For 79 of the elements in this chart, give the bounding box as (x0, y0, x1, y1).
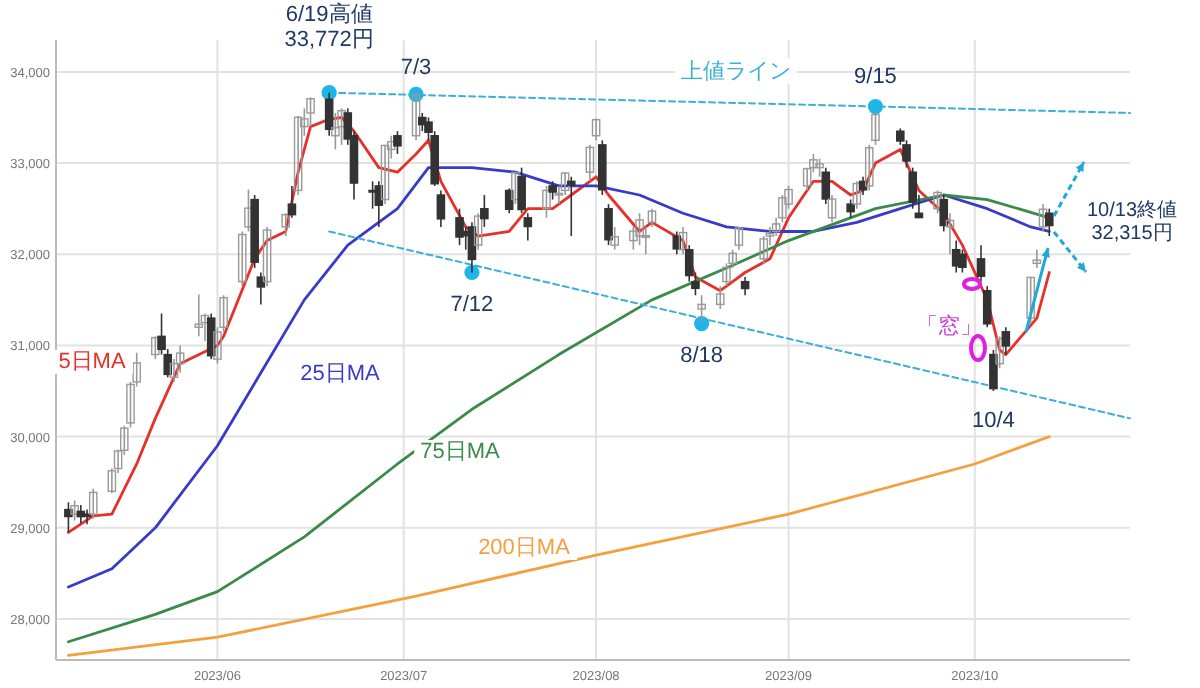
series-label: 75日MA (420, 440, 502, 464)
candlestick (697, 294, 706, 324)
annotation: 9/15 (854, 64, 897, 89)
candlestick (1032, 248, 1042, 269)
point (867, 98, 884, 115)
line-series (67, 193, 1051, 644)
candlestick (393, 130, 402, 155)
candlestick (871, 112, 880, 146)
candlestick (740, 276, 750, 297)
candlestick (436, 189, 446, 228)
candlestick (846, 198, 855, 219)
candlestick (281, 212, 290, 237)
series-label: 200日MA (478, 536, 572, 560)
series-label: 上値ライン (681, 58, 791, 84)
candlestick (715, 285, 725, 310)
candlestick (604, 203, 613, 246)
candlestick (647, 207, 657, 228)
candlestick (1001, 326, 1011, 356)
candlestick (610, 226, 620, 251)
candlestick (480, 194, 489, 228)
candlestick (591, 117, 601, 142)
candlestick (517, 166, 526, 215)
candlestick (815, 157, 824, 178)
candlestick (194, 293, 204, 338)
annotation: 7/3 (400, 56, 432, 81)
candlestick (734, 226, 744, 251)
candlestick (821, 166, 831, 205)
candlestick (1044, 207, 1054, 237)
candlestick (598, 139, 607, 196)
candlestick (88, 487, 98, 520)
candlestick (778, 194, 787, 224)
annotation: 「窓」 (916, 312, 983, 339)
candlestick (933, 189, 942, 215)
candlestick (262, 226, 272, 287)
candlestick (759, 235, 769, 265)
candlestick (455, 207, 464, 246)
line-series (67, 435, 1051, 657)
candlestick (306, 96, 315, 128)
candlestick (331, 112, 340, 151)
candlestick (175, 344, 185, 374)
annotation: 10/4 (972, 409, 1015, 434)
candlestick (566, 175, 576, 237)
candlestick (1038, 203, 1048, 233)
candlestick (995, 335, 1004, 370)
candlestick (169, 358, 179, 383)
candlestick (380, 144, 390, 205)
candlestick (771, 216, 781, 237)
point (694, 315, 710, 332)
candlestick (982, 285, 992, 329)
candlestick (585, 144, 595, 183)
candlestick (976, 244, 986, 283)
annotation: 8/18 (680, 343, 724, 368)
annotation: 7/12 (450, 292, 494, 317)
candlestick (958, 248, 967, 274)
candlestick (511, 171, 520, 205)
annotation: 6/19高値 33,772円 (284, 0, 374, 52)
series-label: 25日MA (300, 362, 382, 386)
candlestick (864, 144, 874, 192)
candlestick (337, 107, 346, 146)
candlestick (908, 166, 918, 210)
candlestick (989, 349, 998, 392)
candlestick (635, 212, 644, 246)
candlestick (945, 212, 955, 256)
candlestick (70, 499, 79, 522)
candlestick (852, 180, 862, 210)
candlestick (473, 212, 483, 251)
candlestick (523, 212, 533, 242)
text: 5日MA (58, 350, 127, 374)
candlestick (560, 171, 570, 196)
candlestick (293, 114, 303, 196)
candlestick (256, 271, 266, 306)
candlestick (827, 194, 837, 224)
candlestick (542, 185, 551, 219)
candlestick (939, 194, 949, 233)
candlestick (287, 185, 297, 219)
candlestick (548, 180, 557, 201)
annotation: 10/13終値 32,315円 (1086, 198, 1178, 245)
candlestick (151, 335, 160, 360)
candlestick (237, 230, 247, 287)
